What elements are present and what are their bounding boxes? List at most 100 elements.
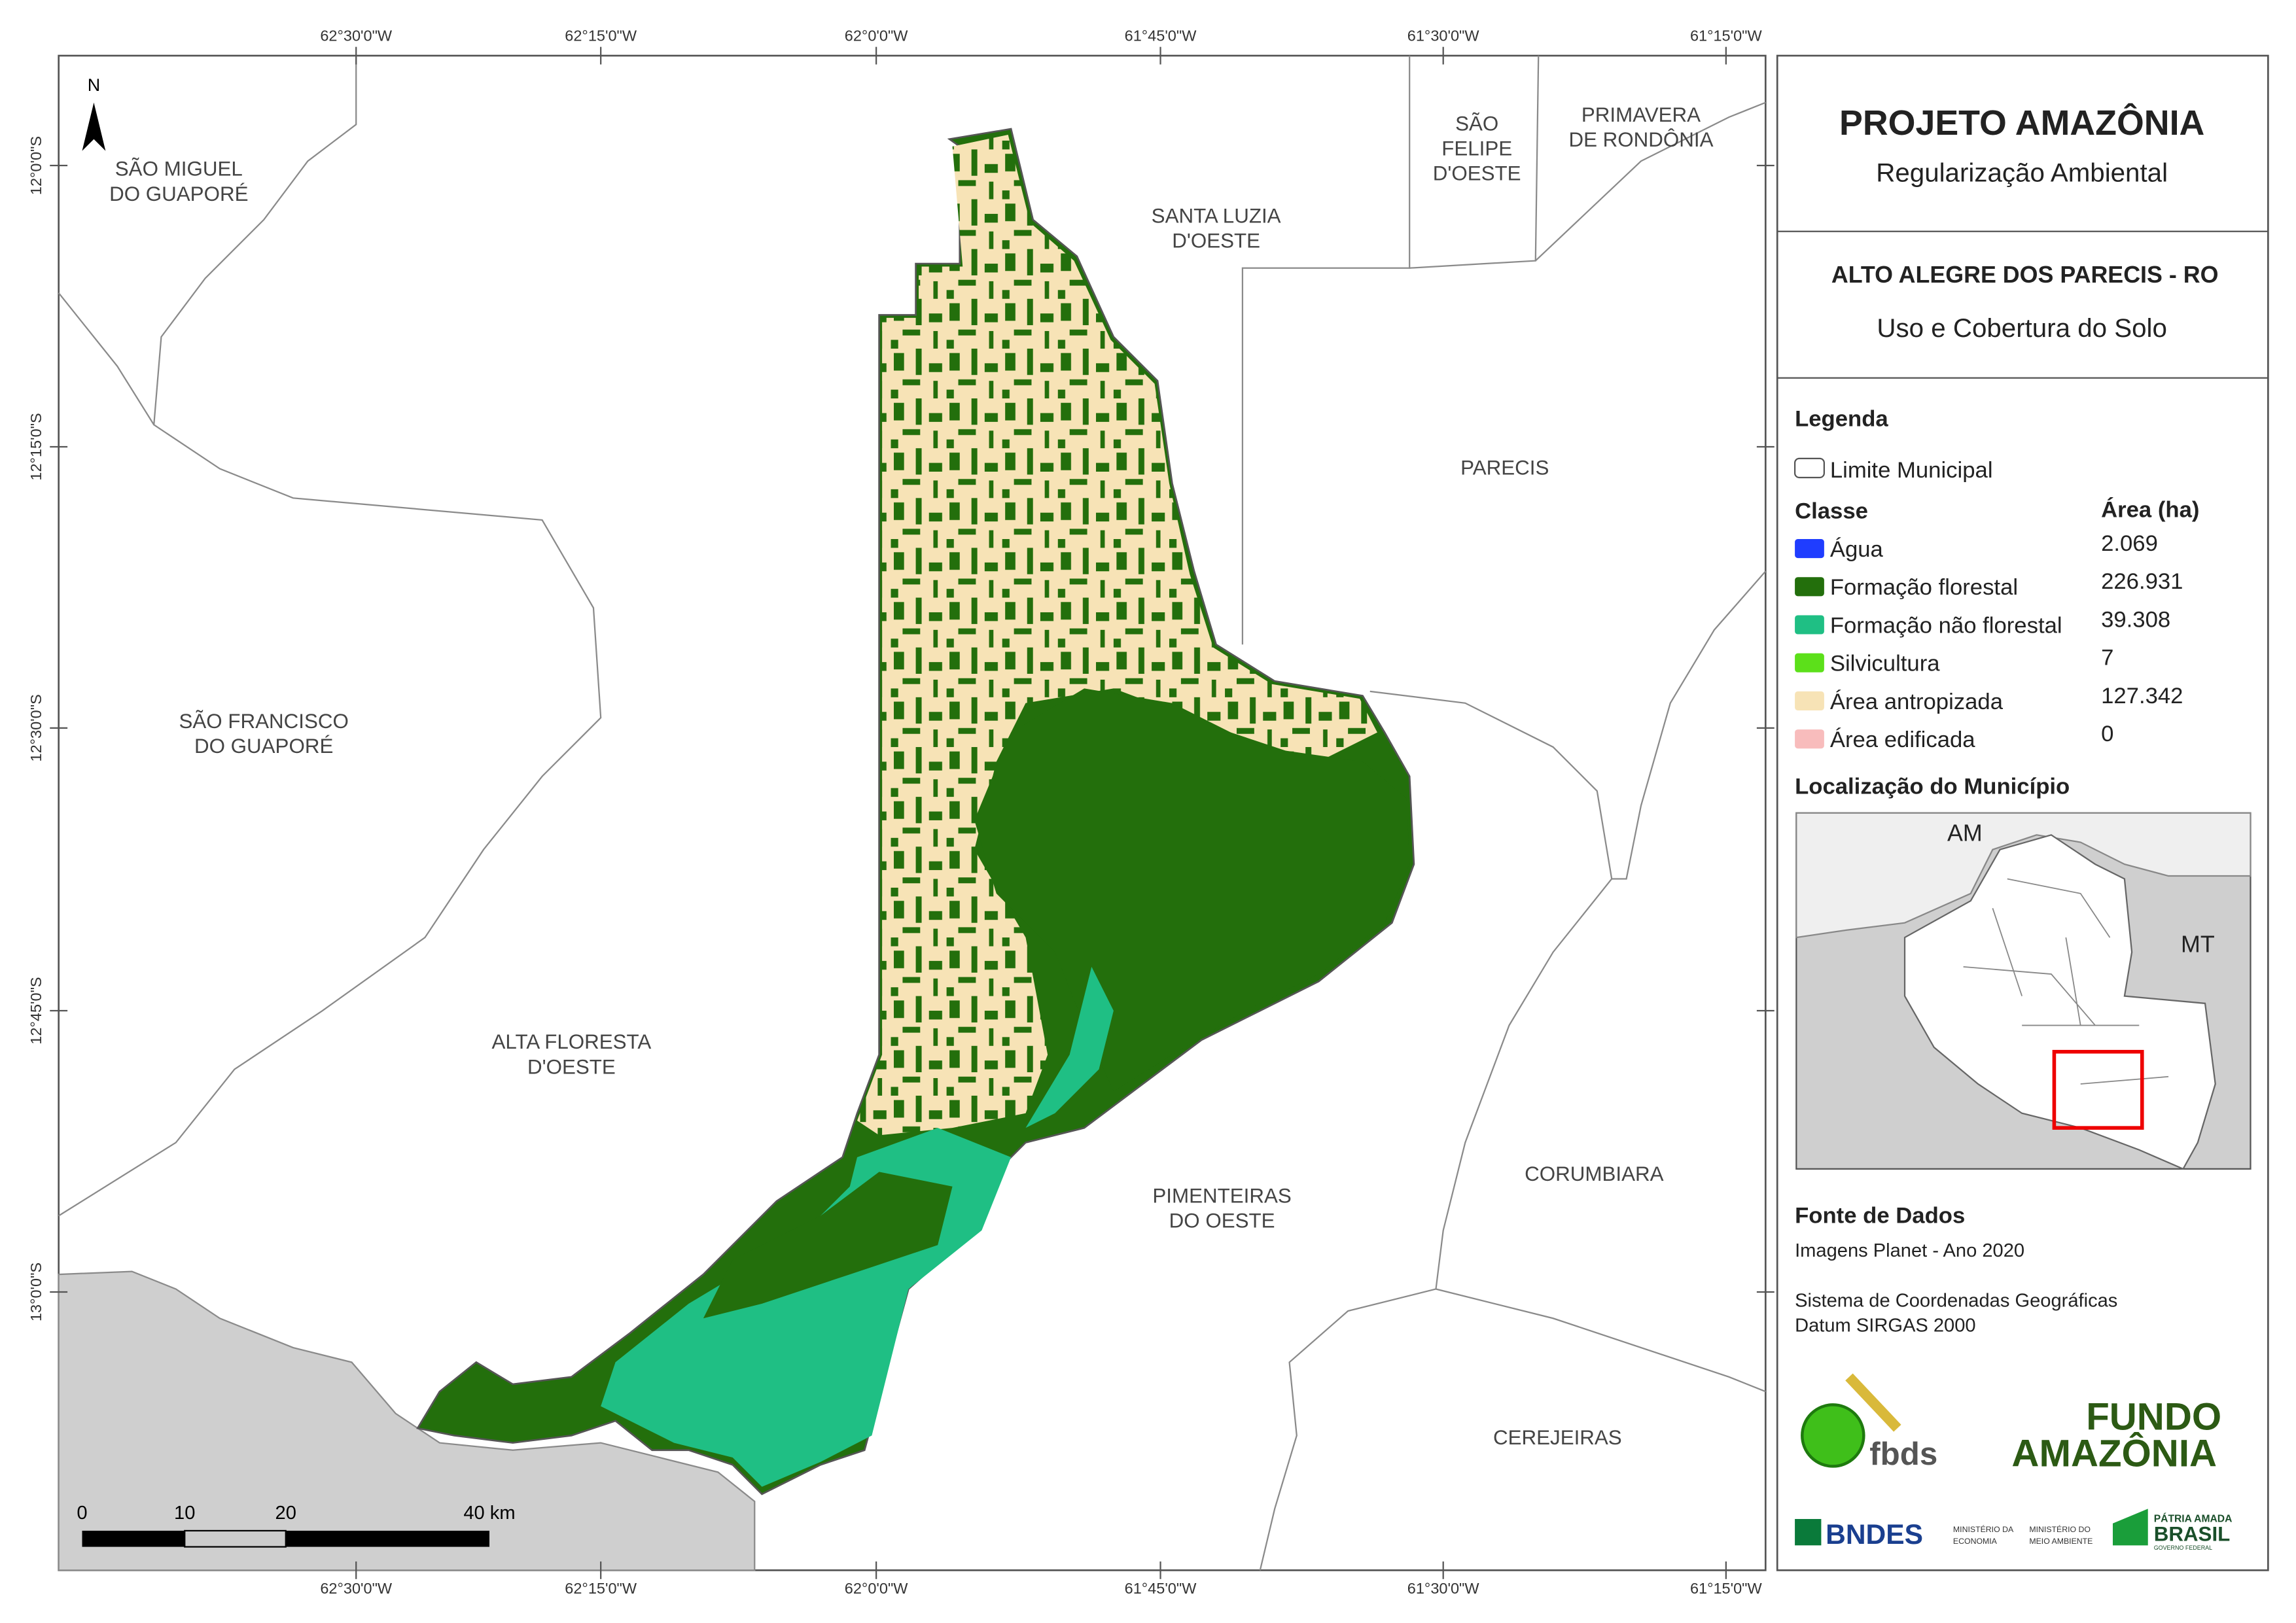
inset-label: AM bbox=[1947, 820, 1983, 846]
logo-text: BRASIL bbox=[2154, 1523, 2231, 1546]
location-title: Localização do Município bbox=[1795, 775, 2070, 799]
coord-label: 62°30'0"W bbox=[320, 27, 393, 44]
logo-text: AMAZÔNIA bbox=[2011, 1432, 2217, 1475]
place-label: CORUMBIARA bbox=[1525, 1162, 1663, 1185]
coord-label: 61°30'0"W bbox=[1407, 1580, 1480, 1597]
legend-swatch bbox=[1795, 615, 1824, 635]
municipality-name: ALTO ALEGRE DOS PARECIS - RO bbox=[1831, 262, 2219, 288]
theme: Uso e Cobertura do Solo bbox=[1877, 313, 2167, 343]
side-panel: PROJETO AMAZÔNIA Regularização Ambiental… bbox=[1776, 54, 2269, 1571]
coord-label: 61°15'0"W bbox=[1690, 27, 1763, 44]
coord-label: 61°45'0"W bbox=[1125, 27, 1197, 44]
coord-label: 12°0'0"S bbox=[27, 136, 44, 195]
legend-area: 127.342 bbox=[2101, 684, 2183, 708]
place-label: D'OESTE bbox=[527, 1055, 616, 1078]
legend-class: Formação não florestal bbox=[1830, 613, 2062, 638]
logo-mark bbox=[1801, 1403, 1865, 1468]
coord-label: 62°0'0"W bbox=[845, 27, 909, 44]
place-label: SÃO bbox=[1455, 112, 1498, 135]
boundary bbox=[1241, 56, 1411, 645]
scale-label: 0 bbox=[77, 1503, 87, 1524]
forest-block bbox=[974, 688, 1410, 1092]
logo-mark bbox=[1795, 1519, 1822, 1546]
inset-highlight bbox=[2052, 1049, 2144, 1130]
logo-text: PÁTRIA AMADA bbox=[2154, 1512, 2233, 1524]
legend-area: 39.308 bbox=[2101, 607, 2170, 632]
title: PROJETO AMAZÔNIA bbox=[1839, 103, 2204, 143]
coord-label: 61°15'0"W bbox=[1690, 1580, 1763, 1597]
logo-text: BNDES bbox=[1826, 1519, 1923, 1550]
place-label: SÃO FRANCISCO bbox=[179, 710, 348, 733]
legend-swatch bbox=[1795, 691, 1824, 710]
legend-area: 0 bbox=[2101, 722, 2113, 746]
place-label: PRIMAVERA bbox=[1581, 103, 1701, 126]
place-label: FELIPE bbox=[1441, 137, 1512, 160]
place-label: SÃO MIGUEL bbox=[115, 158, 243, 181]
legend-swatch bbox=[1795, 653, 1824, 672]
source: Sistema de Coordenadas Geográficas bbox=[1795, 1290, 2117, 1311]
scale-label: 40 km bbox=[463, 1503, 515, 1524]
legend-swatch bbox=[1795, 729, 1824, 749]
coord-label: 13°0'0"S bbox=[27, 1263, 44, 1321]
boundary-label: Limite Municipal bbox=[1830, 458, 1993, 483]
class-header: Classe bbox=[1795, 499, 1868, 524]
area-header: Área (ha) bbox=[2101, 496, 2199, 522]
logo-text: FUNDO bbox=[2086, 1395, 2221, 1438]
subtitle: Regularização Ambiental bbox=[1876, 158, 2168, 188]
legend-swatch bbox=[1795, 539, 1824, 559]
coord-label: 12°30'0"S bbox=[27, 694, 44, 761]
boundary bbox=[58, 292, 155, 425]
place-label: DE RONDÔNIA bbox=[1568, 128, 1713, 151]
coord-label: 62°15'0"W bbox=[565, 1580, 637, 1597]
north-arrow bbox=[82, 102, 106, 151]
place-label: DO OESTE bbox=[1169, 1209, 1275, 1232]
inset-neighbor bbox=[1795, 812, 2252, 939]
place-label: DO GUAPORÉ bbox=[109, 183, 248, 205]
inset-state bbox=[1903, 834, 2216, 1170]
coord-label: 62°15'0"W bbox=[565, 27, 637, 44]
logo-text: GOVERNO FEDERAL bbox=[2154, 1544, 2212, 1551]
coord-label: 61°30'0"W bbox=[1407, 27, 1480, 44]
coord-label: 12°15'0"S bbox=[27, 413, 44, 480]
legend-area: 226.931 bbox=[2101, 569, 2183, 594]
logo-mark bbox=[1845, 1373, 1901, 1432]
legend-title: Legenda bbox=[1795, 407, 1888, 432]
map-labels: 62°30'0"W 62°15'0"W 62°0'0"W 61°45'0"W 61°30… bbox=[27, 27, 1775, 1597]
source: Datum SIRGAS 2000 bbox=[1795, 1315, 1976, 1336]
north-label: N bbox=[88, 75, 100, 95]
source: Imagens Planet - Ano 2020 bbox=[1795, 1240, 2024, 1261]
non-forest-patch bbox=[1025, 966, 1114, 1128]
forest-patch bbox=[703, 1172, 953, 1319]
logo-text: MEIO AMBIENTE bbox=[2029, 1537, 2093, 1546]
coord-label: 12°45'0"S bbox=[27, 977, 44, 1044]
scale-label: 20 bbox=[275, 1503, 296, 1524]
scale-segment bbox=[285, 1530, 489, 1547]
scale-segment bbox=[184, 1529, 287, 1548]
map-frame: N bbox=[58, 54, 1767, 1571]
legend-class: Água bbox=[1830, 536, 1884, 562]
boundary bbox=[1534, 101, 1766, 262]
place-label: PIMENTEIRAS bbox=[1152, 1184, 1291, 1207]
place-label: CEREJEIRAS bbox=[1493, 1426, 1622, 1449]
boundary-swatch bbox=[1793, 457, 1825, 479]
coord-label: 62°0'0"W bbox=[845, 1580, 909, 1597]
place-label: PARECIS bbox=[1460, 456, 1549, 479]
logo-mark bbox=[2112, 1509, 2148, 1546]
place-label: DO GUAPORÉ bbox=[194, 735, 333, 758]
scale-label: 10 bbox=[174, 1503, 195, 1524]
legend-class: Silvicultura bbox=[1830, 652, 1940, 676]
place-label: D'OESTE bbox=[1433, 162, 1521, 184]
logo-text: fbds bbox=[1869, 1436, 1937, 1472]
sources-title: Fonte de Dados bbox=[1795, 1204, 1965, 1229]
place-label: SANTA LUZIA bbox=[1152, 204, 1281, 227]
legend-class: Área antropizada bbox=[1830, 689, 2004, 714]
inset-label: MT bbox=[2181, 931, 2215, 957]
logo-text: MINISTÉRIO DO bbox=[2029, 1524, 2091, 1534]
logo-text: MINISTÉRIO DA bbox=[1953, 1524, 2014, 1534]
legend-rows: Água 2.069 Formação florestal 226.931 Formaç… bbox=[1795, 531, 2183, 752]
coord-label: 61°45'0"W bbox=[1125, 1580, 1197, 1597]
logo-text: ECONOMIA bbox=[1953, 1537, 1998, 1546]
legend-class: Área edificada bbox=[1830, 727, 1975, 752]
legend-class: Formação florestal bbox=[1830, 575, 2018, 600]
